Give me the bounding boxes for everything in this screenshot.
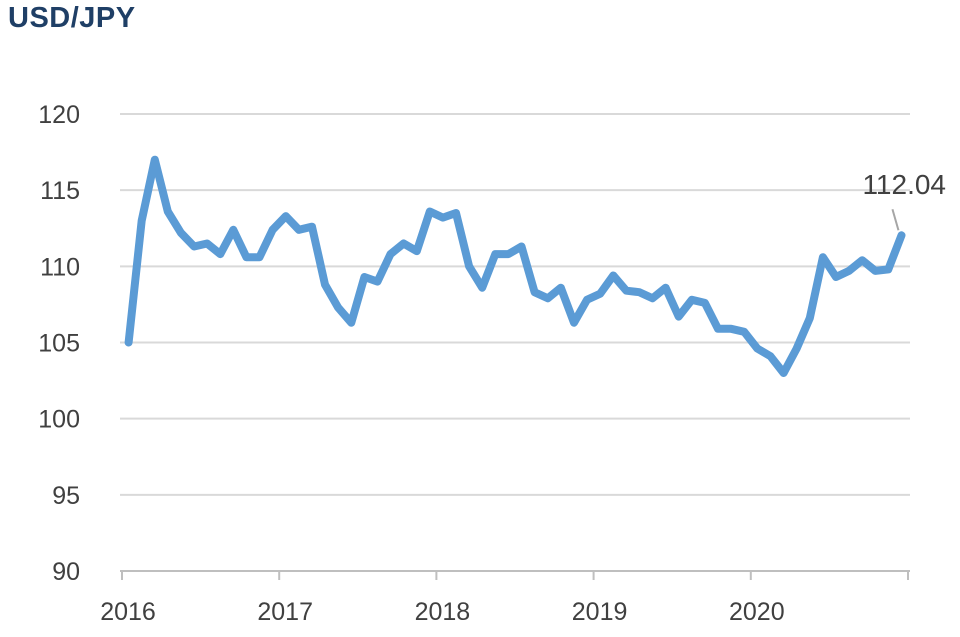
usd-jpy-series-line [124,155,906,377]
annotation-leader-line [891,208,900,231]
gridlines [120,113,910,572]
chart-title: USD/JPY [8,2,136,34]
x-tick-label: 2016 [100,598,156,626]
series-layer [124,155,906,377]
x-axis: 2016 2017 2018 2019 2020 [100,571,909,626]
x-tick-label: 2020 [729,598,785,626]
y-tick-label: 100 [38,406,80,434]
y-axis: 120 115 110 105 100 95 90 [38,101,80,586]
x-tick-label: 2019 [572,598,628,626]
y-tick-label: 105 [38,330,80,358]
x-tick-label: 2017 [257,598,313,626]
y-tick-label: 115 [40,177,80,205]
y-tick-label: 90 [52,558,80,586]
last-value-label: 112.04 [862,169,946,200]
annotation-layer: 112.04 [862,169,946,231]
x-tick-label: 2018 [415,598,471,626]
y-tick-label: 120 [38,101,80,129]
y-tick-label: 110 [40,253,80,281]
y-tick-label: 95 [52,482,80,510]
